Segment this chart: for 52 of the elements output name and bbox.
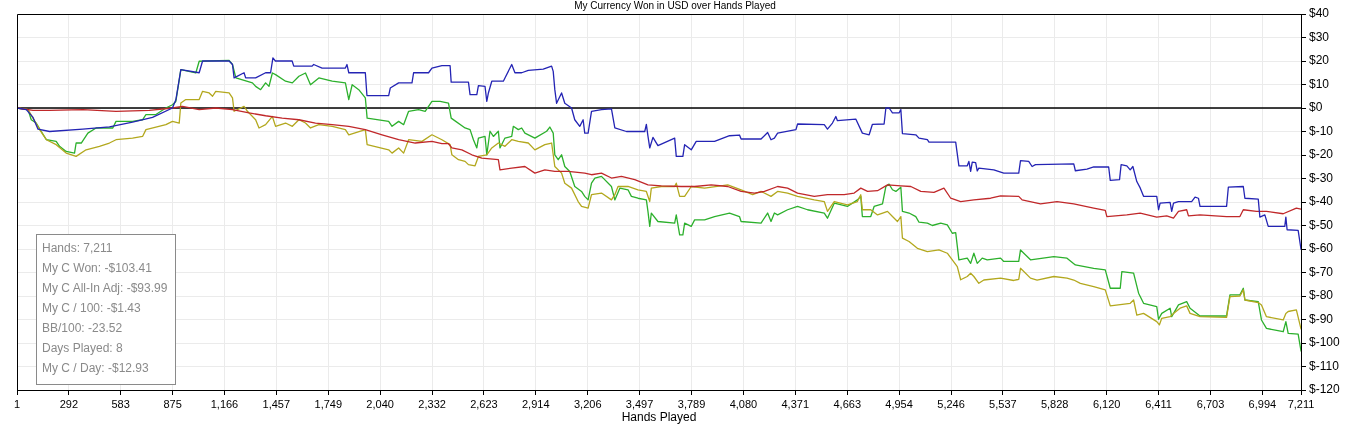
y-tick-label: $-50 [1309,217,1334,232]
y-tick-label: $-70 [1309,264,1334,279]
x-tick-label: 5,246 [937,397,965,410]
x-tick-label: 4,954 [885,397,913,410]
x-tick-label: 6,994 [1248,397,1277,410]
annotation: Days Played: 8 [42,340,124,357]
x-tick-label: 583 [111,397,130,410]
x-tick-label: 6,120 [1092,397,1121,410]
y-tick-label: $0 [1309,100,1323,115]
annotation: BB/100: -23.52 [42,320,124,337]
y-tick-label: $-40 [1309,194,1334,209]
x-tick-label: 4,371 [781,397,809,410]
annotation: My C Won: -$103.41 [42,260,153,277]
x-tick-label: 5,828 [1040,397,1069,410]
x-tick-label: 292 [59,397,78,410]
x-tick-label: 7,211 [1287,397,1315,410]
x-tick-label: 6,411 [1145,397,1172,410]
x-tick-label: 6,703 [1196,397,1225,410]
y-tick-label: $-10 [1309,123,1334,138]
x-tick-label: 4,080 [729,397,758,410]
annotation: My C / 100: -$1.43 [42,300,142,317]
x-tick-label: 1 [13,397,21,410]
annotation: My C All-In Adj: -$93.99 [42,280,168,297]
y-tick-label: $-90 [1309,311,1334,326]
y-tick-label: $40 [1309,6,1330,21]
x-axis-title: Hands Played [621,410,697,425]
y-tick-label: $-20 [1309,147,1334,162]
x-tick-label: 2,623 [470,397,498,410]
y-tick-label: $-120 [1309,382,1341,397]
x-tick-label: 2,914 [522,397,550,410]
x-tick-label: 1,166 [210,397,239,410]
x-tick-label: 5,537 [989,397,1017,410]
y-tick-label: $-80 [1309,288,1334,303]
y-tick-label: $20 [1309,53,1330,68]
x-tick-label: 3,789 [677,397,706,410]
x-tick-label: 3,497 [625,397,654,410]
y-tick-label: $-30 [1309,170,1334,185]
x-tick-label: 2,332 [418,397,446,410]
y-tick-label: $-100 [1309,335,1341,350]
annotation: Hands: 7,211 [42,240,114,257]
x-tick-label: 4,663 [833,397,861,410]
x-tick-label: 1,457 [262,397,291,410]
y-tick-label: $10 [1309,76,1330,91]
y-tick-label: $30 [1309,29,1330,44]
x-tick-label: 2,040 [366,397,394,410]
annotation: My C / Day: -$12.93 [42,360,150,377]
x-tick-label: 1,749 [314,397,343,410]
x-tick-label: 875 [163,397,182,410]
chart-title: My Currency Won in USD over Hands Played [574,0,776,11]
y-tick-label: $-110 [1309,358,1340,373]
x-tick-label: 3,206 [574,397,602,410]
y-tick-label: $-60 [1309,241,1334,256]
